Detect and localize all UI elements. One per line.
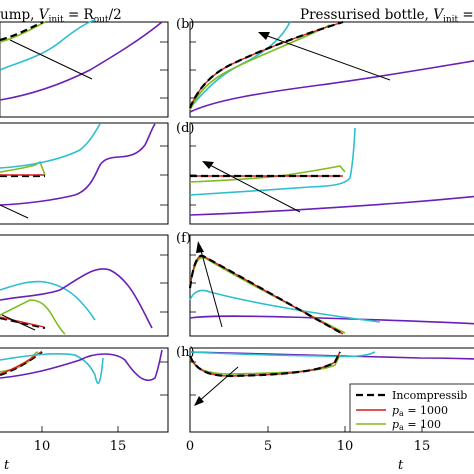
arrow-a — [9, 39, 93, 80]
series-green-e — [0, 299, 66, 335]
series-incompressible-f — [188, 254, 344, 335]
legend-label-pa1000: pa = 1000 — [392, 404, 448, 418]
series-incompressible-e — [0, 316, 46, 330]
series-red-e — [0, 316, 45, 328]
series-purple-d — [189, 195, 474, 216]
series-incompressible-a — [0, 21, 44, 42]
series-cyan-c — [0, 123, 101, 169]
series-cyan-f — [189, 289, 381, 323]
series-green-c — [0, 160, 46, 176]
series-purple-b — [189, 60, 474, 113]
legend: Incompressib pa = 1000 pa = 100 — [349, 383, 474, 433]
series-incompressible-h — [188, 351, 341, 378]
panel-g — [0, 347, 169, 433]
arrow-e — [1, 314, 36, 331]
right-x-ticks: 0 5 10 15 t — [186, 426, 430, 473]
series-purple-g — [0, 349, 163, 382]
series-purple-e — [0, 268, 153, 329]
legend-label-incompressible: Incompressib — [392, 389, 467, 402]
panel-f: (f) — [176, 231, 474, 337]
series-green-b — [189, 24, 331, 111]
series-cyan-g — [0, 353, 104, 384]
left-xlabel: t — [4, 458, 10, 473]
right-title: Pressurised bottle, Vinit = R — [300, 7, 474, 25]
left-xtick-15: 15 — [110, 439, 127, 454]
series-cyan-a — [0, 19, 96, 71]
right-xtick-5: 5 — [264, 439, 272, 454]
panel-d: (d) — [176, 121, 474, 225]
series-purple-a — [0, 21, 163, 101]
panel-letter-d: (d) — [176, 121, 194, 136]
series-green-h — [189, 354, 341, 375]
series-incompressible-b — [188, 20, 344, 109]
arrow-head-d — [202, 161, 214, 169]
arrow-c — [0, 204, 29, 219]
right-xtick-10: 10 — [337, 439, 354, 454]
panel-b: (b) — [176, 17, 474, 118]
arrow-h — [197, 366, 239, 403]
right-xtick-0: 0 — [186, 439, 194, 454]
panel-a — [0, 19, 169, 118]
series-green-d — [189, 165, 346, 183]
arrow-head-f — [196, 241, 204, 253]
series-purple-c — [0, 123, 156, 206]
panel-letter-f: (f) — [176, 231, 191, 246]
panel-e — [0, 234, 169, 337]
series-purple-f — [189, 315, 474, 325]
arrow-head-b — [258, 32, 270, 40]
right-xlabel: t — [398, 458, 404, 473]
left-x-ticks: 10 15 t — [4, 426, 126, 473]
panel-h: (h) Incompressib pa = 1000 pa = 100 — [176, 345, 474, 433]
legend-label-pa100: pa = 100 — [392, 418, 441, 432]
series-cyan-h — [189, 351, 376, 358]
series-incompressible-g — [0, 351, 43, 377]
panel-c — [0, 122, 169, 225]
left-title: ump, Vinit = Rout/2 — [0, 7, 122, 25]
left-xtick-10: 10 — [34, 439, 51, 454]
series-cyan-d — [189, 127, 356, 196]
arrow-b — [261, 33, 391, 81]
arrow-d — [205, 162, 301, 213]
right-xtick-15: 15 — [414, 439, 431, 454]
series-cyan-e — [0, 280, 96, 321]
panel-letter-b: (b) — [176, 17, 194, 32]
arrow-head-h — [194, 396, 204, 406]
arrow-f — [199, 246, 223, 328]
